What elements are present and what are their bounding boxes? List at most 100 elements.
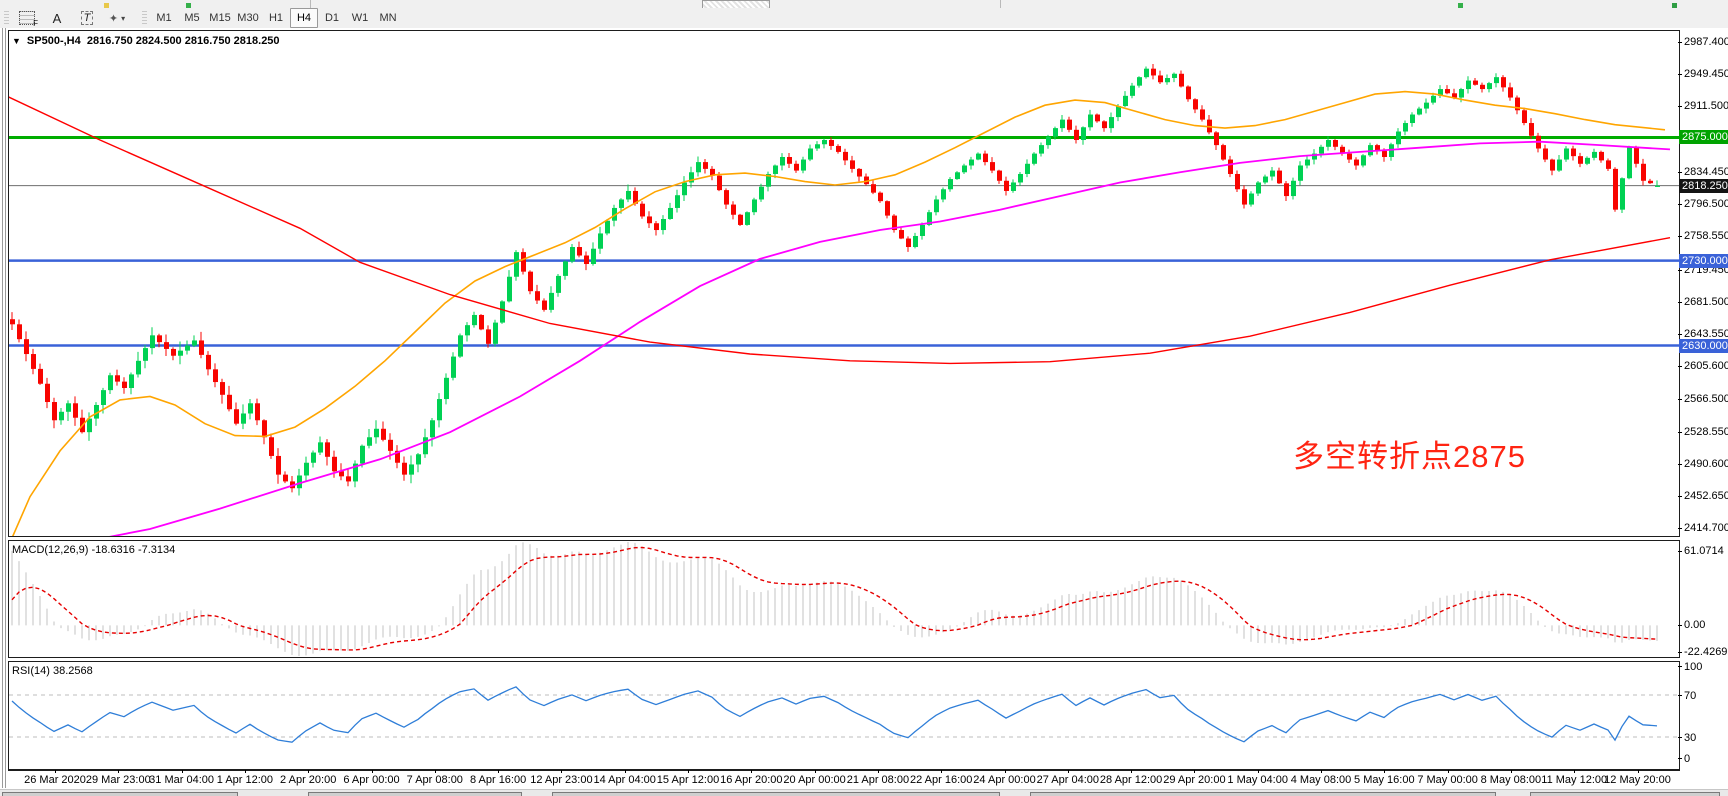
candle-body: [234, 409, 239, 424]
window-frame-line: [5, 28, 6, 788]
macd-indicator-chart[interactable]: [9, 541, 1679, 657]
timeframe-button-h4[interactable]: H4: [290, 8, 318, 28]
main-chart-pane[interactable]: [8, 30, 1680, 537]
text-label-tool-button[interactable]: T: [72, 8, 102, 28]
candle-body: [1046, 136, 1051, 146]
time-axis-tick: [1447, 770, 1449, 773]
timeframe-button-m30[interactable]: M30: [237, 12, 259, 24]
text-tool-button[interactable]: A: [42, 8, 72, 28]
candle-body: [1613, 168, 1618, 210]
candle-body: [976, 153, 981, 160]
candle-body: [1501, 77, 1506, 88]
macd-pane[interactable]: [8, 540, 1680, 658]
time-axis-tick: [877, 770, 879, 773]
ma-fast-orange: [12, 90, 1666, 536]
price-axis-tick: [1678, 204, 1682, 206]
time-axis-label: 20 Apr 00:00: [783, 774, 846, 786]
candle-body: [815, 144, 820, 149]
timeframe-button-h1[interactable]: H1: [268, 12, 284, 24]
candle-body: [332, 456, 337, 472]
toolbar-grip[interactable]: [4, 11, 9, 25]
candle-body: [780, 156, 785, 166]
rsi-pane[interactable]: [8, 661, 1680, 770]
periods-grip[interactable]: [142, 11, 147, 25]
time-axis-label: 31 Mar 04:00: [149, 774, 215, 786]
timeframe-button-d1[interactable]: D1: [324, 12, 340, 24]
candle-body: [402, 462, 407, 475]
candle-body: [353, 463, 358, 482]
candle-body: [570, 247, 575, 262]
timeframe-button-m1[interactable]: M1: [156, 12, 172, 24]
time-axis-tick: [1384, 770, 1386, 773]
timeframe-button-w1[interactable]: W1: [351, 12, 369, 24]
candle-body: [990, 162, 995, 171]
timeframe-button-m5[interactable]: M5: [184, 12, 200, 24]
timeframe-button-m15[interactable]: M15: [209, 12, 231, 24]
candle-body: [1347, 153, 1352, 160]
candle-body: [1550, 159, 1555, 171]
candle-body: [73, 403, 78, 418]
candle-body: [710, 168, 715, 176]
candle-body: [1606, 160, 1611, 169]
candle-body: [1102, 121, 1107, 129]
symbol-caret-icon[interactable]: ▼: [12, 36, 21, 46]
candle-body: [486, 329, 491, 344]
candle-body: [409, 464, 414, 475]
candle-body: [1165, 78, 1170, 83]
price-axis-label: 2643.550: [1684, 328, 1728, 341]
candle-body: [1228, 159, 1233, 174]
price-axis-label: 2796.500: [1684, 198, 1728, 211]
candle-body: [206, 354, 211, 370]
candle-body: [1529, 123, 1534, 136]
timeframe-button-mn[interactable]: MN: [379, 12, 397, 24]
taskbar-window-button[interactable]: [1530, 792, 1720, 796]
candle-body: [941, 189, 946, 200]
candle-body: [1515, 97, 1520, 111]
candle-body: [535, 291, 540, 301]
candle-body: [136, 360, 141, 375]
candle-body: [87, 418, 92, 433]
price-axis-tick: [1678, 42, 1682, 43]
time-axis-label: 16 Apr 20:00: [720, 774, 783, 786]
candle-body: [416, 454, 421, 465]
taskbar-window-button[interactable]: [2, 792, 238, 796]
candle-body: [1424, 102, 1429, 109]
fibonacci-tool-button[interactable]: F: [12, 8, 42, 28]
candle-body: [10, 319, 15, 325]
candle-body: [1130, 85, 1135, 96]
time-axis-tick: [1574, 770, 1576, 773]
timeframe-buttons: M1 M5 M15 M30 H1 H4 D1 W1 MN: [150, 8, 402, 28]
candle-body: [1207, 119, 1212, 133]
time-axis-label: 7 May 00:00: [1417, 774, 1478, 786]
taskbar-window-button[interactable]: [1030, 792, 1496, 796]
candlestick-chart[interactable]: [9, 31, 1679, 536]
candle-body: [1109, 117, 1114, 129]
taskbar-window-button[interactable]: [552, 792, 1000, 796]
rsi-axis-tick: [1678, 695, 1682, 696]
candle-body: [1060, 119, 1065, 129]
taskbar-window-button[interactable]: [308, 792, 522, 796]
candle-body: [1214, 132, 1219, 146]
price-axis-tick: [1678, 528, 1682, 530]
candle-body: [1655, 185, 1660, 187]
candle-body: [626, 190, 631, 200]
time-axis-tick: [1637, 770, 1639, 773]
candle-body: [1067, 119, 1072, 130]
candle-body: [171, 348, 176, 356]
time-axis-label: 26 Mar 2020: [24, 774, 86, 786]
candle-body: [388, 439, 393, 451]
candle-body: [178, 350, 183, 356]
arrows-tool-button[interactable]: ✦ ▾: [102, 8, 132, 28]
price-axis-label: 2452.650: [1684, 490, 1728, 503]
chart-text-annotation[interactable]: 多空转折点2875: [1293, 439, 1526, 474]
candle-body: [1291, 180, 1296, 197]
candle-body: [605, 220, 610, 234]
rsi-indicator-chart[interactable]: [9, 662, 1679, 769]
candle-body: [836, 145, 841, 152]
rsi-axis-label: 30: [1684, 732, 1697, 744]
time-axis-label: 22 Apr 16:00: [909, 774, 973, 786]
time-axis-tick: [55, 770, 56, 773]
candle-body: [934, 199, 939, 213]
macd-axis-tick: [1678, 551, 1682, 552]
candle-body: [969, 159, 974, 166]
